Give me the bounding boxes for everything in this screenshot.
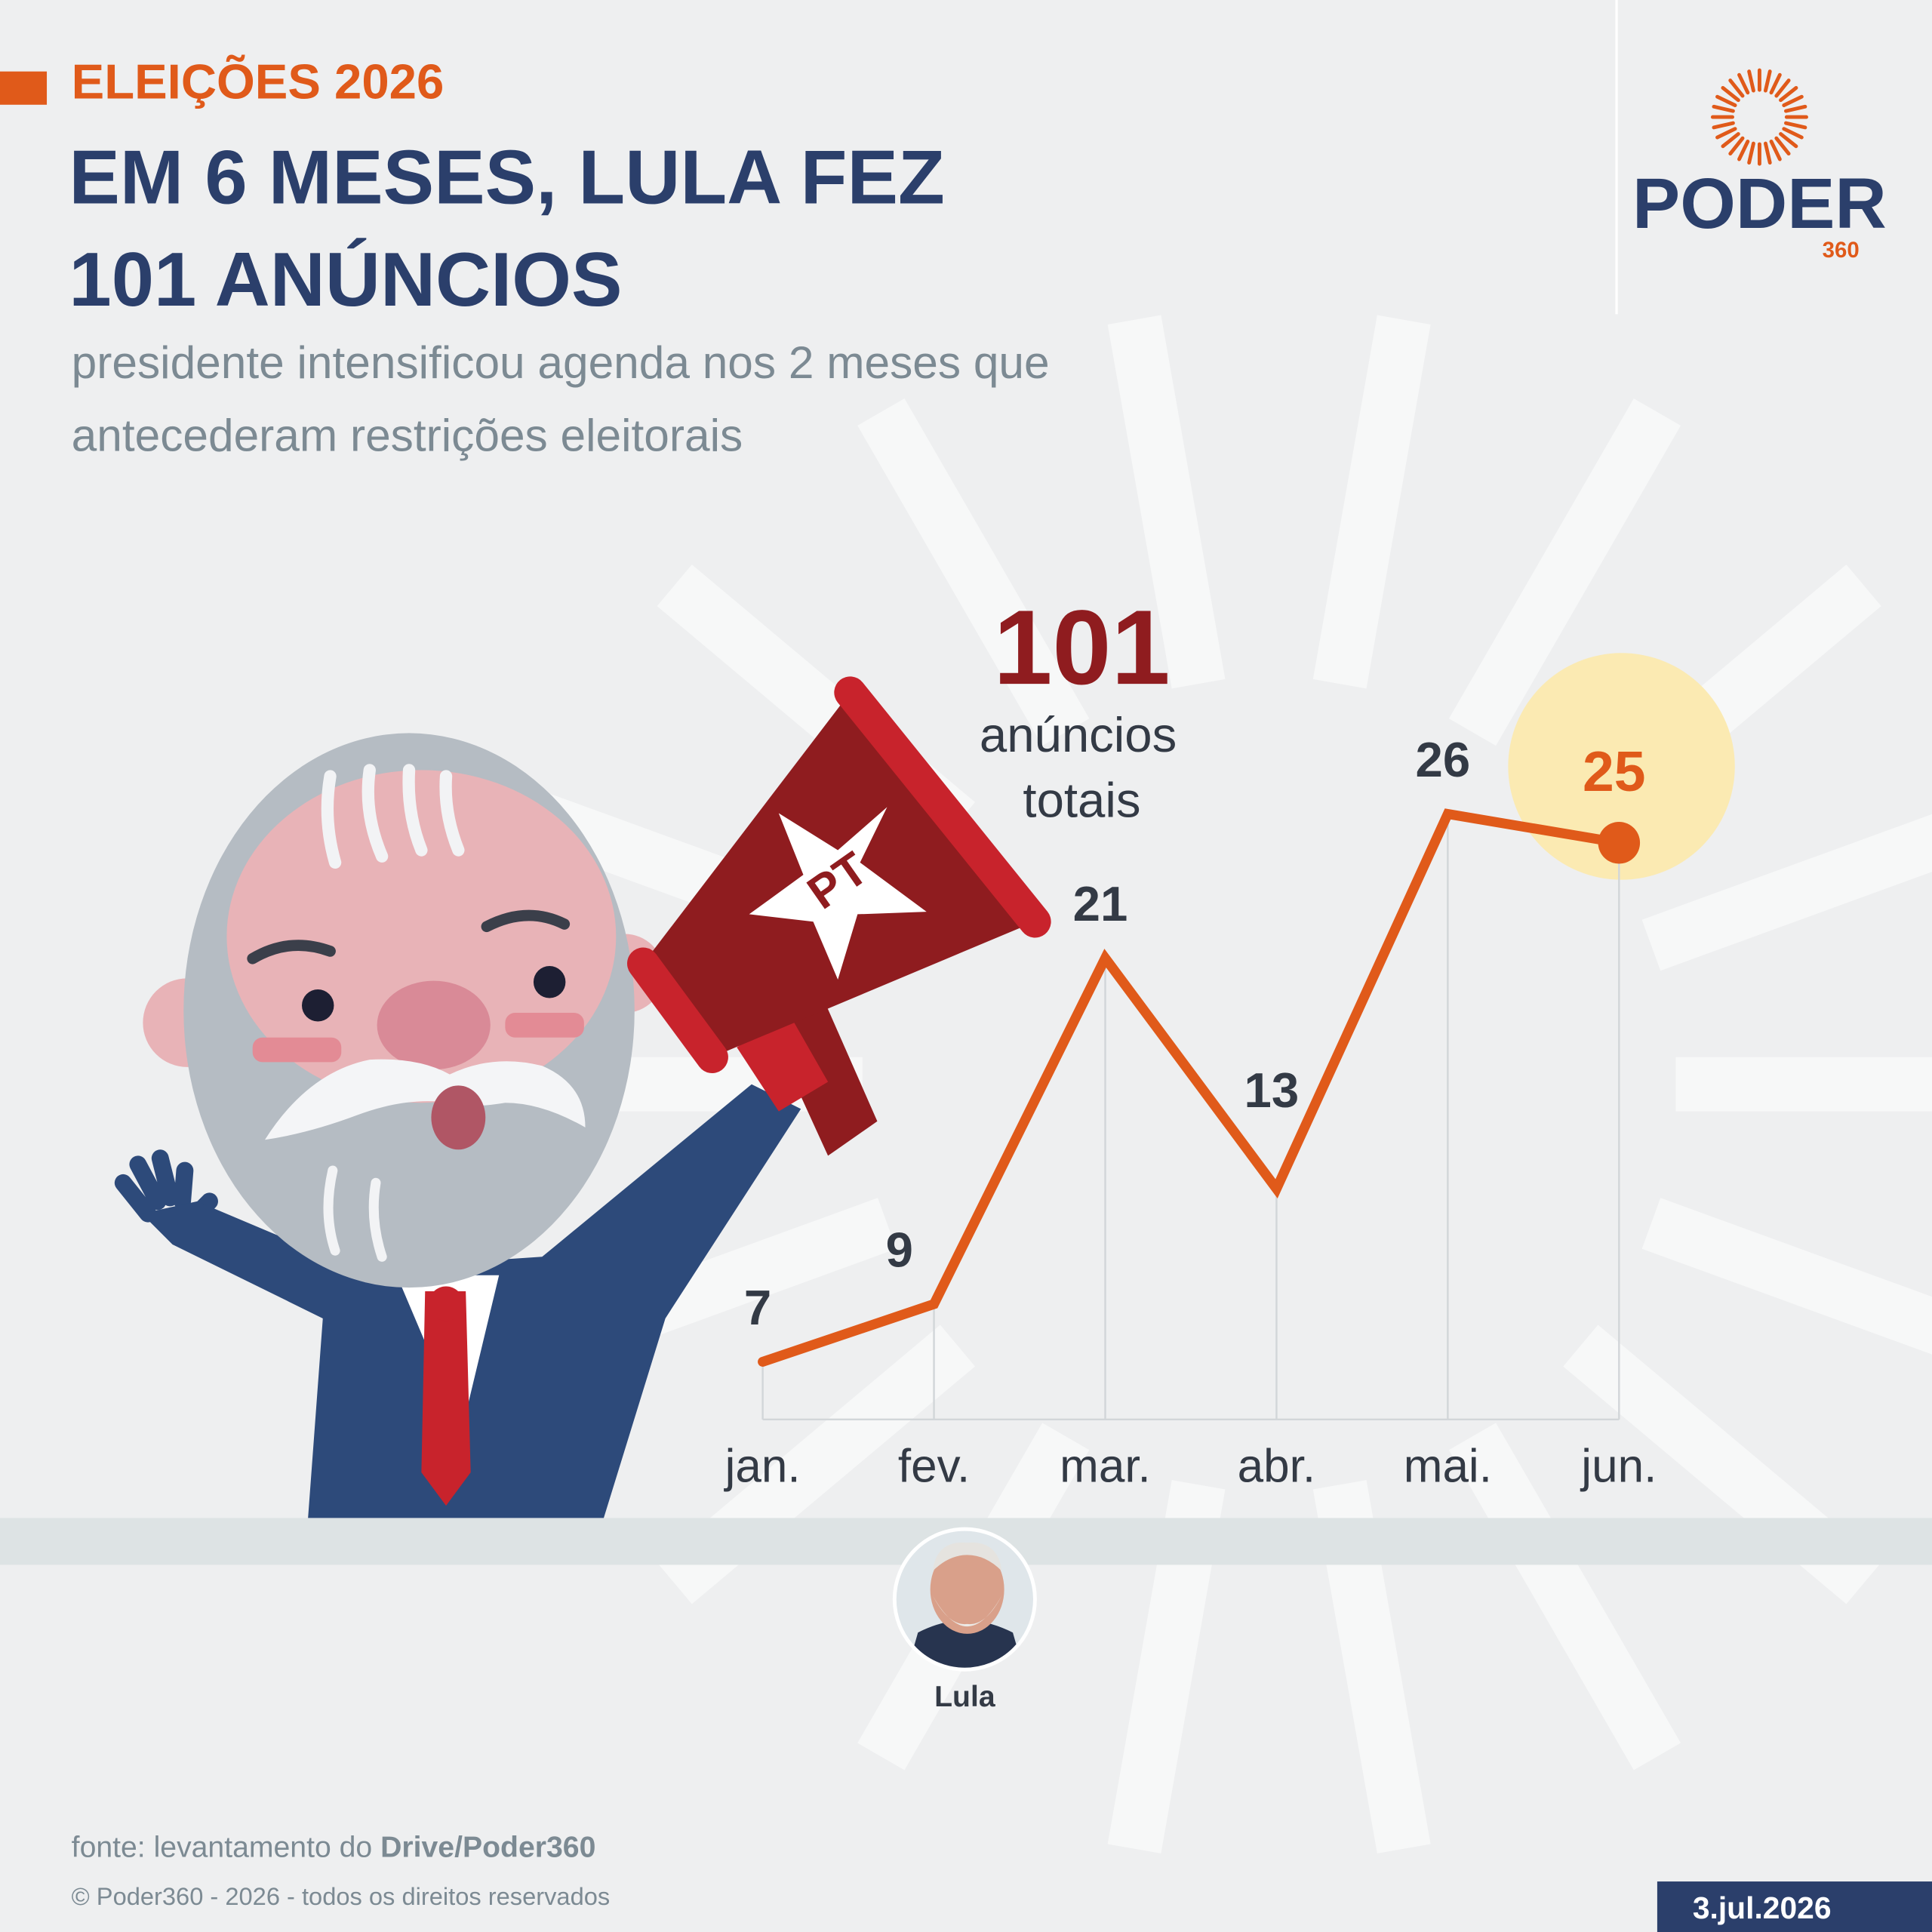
megaphone-rim bbox=[627, 947, 728, 1074]
x-tick-label: abr. bbox=[1238, 1440, 1315, 1492]
x-tick-label: fev. bbox=[898, 1440, 970, 1492]
total-label: anúncios bbox=[980, 707, 1177, 762]
bg-ray bbox=[1107, 1480, 1226, 1854]
title-line: 101 ANÚNCIOS bbox=[69, 237, 622, 322]
tie bbox=[421, 1291, 471, 1506]
total-label: totais bbox=[1023, 772, 1140, 827]
star bbox=[749, 807, 927, 980]
logo-ray bbox=[1721, 85, 1740, 103]
logo-ray bbox=[1721, 132, 1740, 149]
subtitle-line: presidente intensificou agenda nos 2 mes… bbox=[72, 337, 1050, 388]
logo-ray bbox=[1737, 140, 1750, 162]
logo-ray bbox=[1769, 140, 1782, 162]
bg-ray bbox=[1641, 1198, 1932, 1376]
logo-ray bbox=[1728, 78, 1745, 98]
bg-ray bbox=[1107, 315, 1226, 689]
source-label: fonte: levantamento do bbox=[72, 1831, 373, 1863]
legend-label: Lula bbox=[934, 1681, 996, 1713]
logo-ray bbox=[1779, 85, 1798, 103]
mustache bbox=[265, 1059, 586, 1140]
data-label: 13 bbox=[1244, 1063, 1300, 1118]
kicker-marker bbox=[0, 71, 48, 105]
logo-sun bbox=[1710, 68, 1808, 166]
highlight-point bbox=[1598, 821, 1641, 864]
bg-ray bbox=[1641, 793, 1932, 971]
logo-name: PODER bbox=[1632, 164, 1887, 244]
date-box bbox=[1657, 1881, 1932, 1932]
logo-number: 360 bbox=[1823, 238, 1860, 263]
logo-ray bbox=[1782, 127, 1804, 140]
source: fonte: levantamento do Drive/Poder360 bbox=[72, 1831, 596, 1863]
cheek bbox=[505, 1013, 584, 1038]
line bbox=[758, 808, 1624, 1367]
data-label: 25 bbox=[1583, 740, 1646, 803]
photo-hair bbox=[932, 1542, 1002, 1571]
logo-ray bbox=[1728, 136, 1745, 156]
date: 3.jul.2026 bbox=[1693, 1890, 1832, 1925]
left-hand bbox=[114, 1149, 218, 1229]
title-line: EM 6 MESES, LULA FEZ bbox=[69, 134, 944, 220]
megaphone-grip bbox=[737, 1013, 829, 1112]
logo-ray bbox=[1763, 141, 1772, 165]
source-name: Drive/Poder360 bbox=[380, 1831, 595, 1863]
copyright: © Poder360 - 2026 - todos os direitos re… bbox=[72, 1882, 611, 1910]
bg-ray bbox=[857, 398, 1090, 746]
data-label: 21 bbox=[1073, 876, 1128, 931]
logo-ray bbox=[1715, 94, 1737, 107]
logo-ray bbox=[1774, 78, 1791, 98]
tie-knot bbox=[429, 1286, 463, 1321]
cheek bbox=[252, 1037, 342, 1063]
plot-area: 7 9 21 13 26 25 jan. fev. mar. abr. mai. jun. bbox=[724, 653, 1735, 1492]
logo-ray bbox=[1712, 104, 1735, 113]
data-label: 26 bbox=[1416, 732, 1471, 787]
logo-ray bbox=[1715, 127, 1737, 140]
subtitle-line: antecederam restrições eleitorais bbox=[72, 410, 743, 461]
logo-ray bbox=[1782, 94, 1804, 107]
logo-ray bbox=[1783, 121, 1807, 130]
logo-ray bbox=[1769, 72, 1782, 95]
x-tick-label: mai. bbox=[1404, 1440, 1492, 1492]
x-tick-label: jan. bbox=[724, 1440, 801, 1492]
x-tick-label: mar. bbox=[1060, 1440, 1151, 1492]
logo-ray bbox=[1783, 104, 1807, 113]
highlight-halo bbox=[1508, 653, 1735, 880]
eye bbox=[533, 966, 566, 998]
megaphone-rim bbox=[834, 676, 1051, 938]
total-value: 101 bbox=[993, 588, 1170, 706]
kicker: ELEIÇÕES 2026 bbox=[72, 54, 445, 109]
logo-ray bbox=[1763, 69, 1772, 93]
data-label: 9 bbox=[886, 1223, 913, 1278]
bg-ray bbox=[1312, 1480, 1431, 1854]
hair-strands bbox=[321, 764, 465, 869]
nose bbox=[377, 980, 491, 1070]
logo-ray bbox=[1779, 132, 1798, 149]
logo-ray bbox=[1747, 141, 1755, 165]
bg-ray bbox=[1675, 1057, 1932, 1112]
photo-ring bbox=[892, 1527, 1037, 1672]
logo-ray bbox=[1712, 121, 1735, 130]
photo-face bbox=[930, 1545, 1004, 1634]
mouth bbox=[431, 1085, 486, 1150]
data-label: 7 bbox=[744, 1280, 771, 1335]
beard-strands bbox=[323, 1165, 387, 1262]
bg-ray bbox=[1448, 1423, 1681, 1770]
photo-beard bbox=[932, 1595, 1002, 1627]
logo-ray bbox=[1737, 72, 1750, 95]
bg-ray bbox=[1312, 315, 1431, 689]
x-tick-label: jun. bbox=[1580, 1440, 1657, 1492]
bg-ray bbox=[1448, 398, 1681, 746]
eye bbox=[302, 989, 334, 1022]
logo-ray bbox=[1774, 136, 1791, 156]
logo-ray bbox=[1747, 69, 1755, 93]
caricature: PT bbox=[114, 676, 1051, 1518]
eyebrows bbox=[247, 909, 571, 964]
